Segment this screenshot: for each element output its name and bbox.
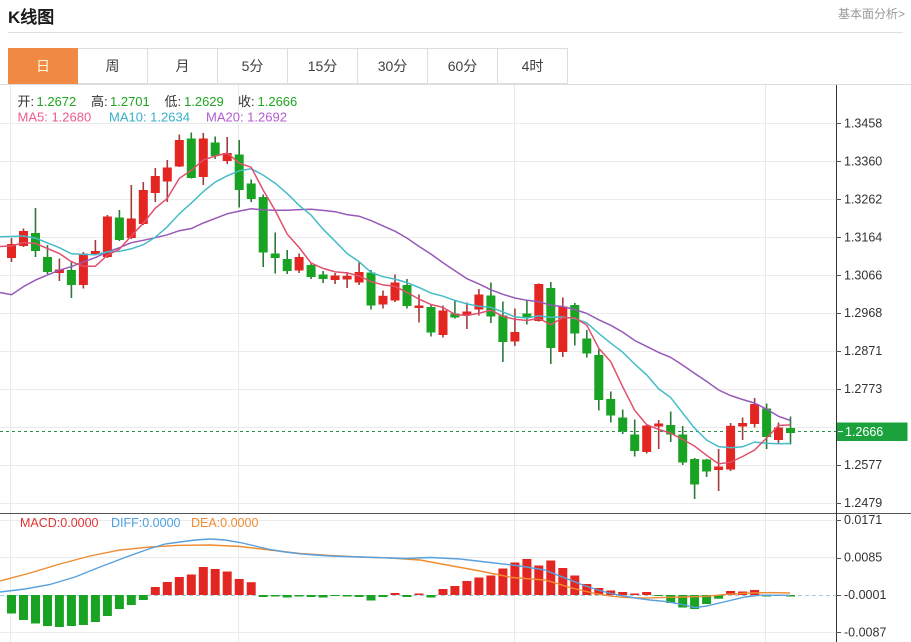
svg-text:MA5: 1.2680: MA5: 1.2680 bbox=[18, 110, 92, 125]
svg-text:DIFF:0.0000: DIFF:0.0000 bbox=[111, 516, 181, 530]
svg-text:-0.0087: -0.0087 bbox=[844, 626, 886, 640]
svg-text:1.2629: 1.2629 bbox=[184, 94, 224, 109]
svg-text:-0.0001: -0.0001 bbox=[844, 588, 886, 602]
svg-text:MA10: 1.2634: MA10: 1.2634 bbox=[109, 110, 190, 125]
svg-text:1.2666: 1.2666 bbox=[258, 94, 298, 109]
svg-text:1.2672: 1.2672 bbox=[37, 94, 77, 109]
svg-text:低:: 低: bbox=[165, 94, 182, 109]
svg-text:0.0171: 0.0171 bbox=[844, 513, 882, 527]
svg-text:1.3066: 1.3066 bbox=[844, 268, 882, 282]
svg-text:1.2968: 1.2968 bbox=[844, 306, 882, 320]
svg-text:1.3360: 1.3360 bbox=[844, 155, 882, 169]
svg-text:1.2701: 1.2701 bbox=[110, 94, 150, 109]
svg-text:高:: 高: bbox=[91, 94, 108, 109]
svg-text:1.3262: 1.3262 bbox=[844, 192, 882, 206]
svg-text:1.2871: 1.2871 bbox=[844, 344, 882, 358]
svg-text:0.0085: 0.0085 bbox=[844, 551, 882, 565]
svg-text:开:: 开: bbox=[18, 94, 35, 109]
svg-text:1.2773: 1.2773 bbox=[844, 382, 882, 396]
svg-text:1.2577: 1.2577 bbox=[844, 458, 882, 472]
svg-text:DEA:0.0000: DEA:0.0000 bbox=[191, 516, 258, 530]
svg-text:MACD:0.0000: MACD:0.0000 bbox=[20, 516, 99, 530]
svg-text:1.3164: 1.3164 bbox=[844, 230, 882, 244]
svg-text:收:: 收: bbox=[238, 94, 255, 109]
svg-text:1.2479: 1.2479 bbox=[844, 496, 882, 510]
svg-text:1.3458: 1.3458 bbox=[844, 117, 882, 131]
svg-text:1.2666: 1.2666 bbox=[845, 425, 883, 439]
svg-text:MA20: 1.2692: MA20: 1.2692 bbox=[206, 110, 287, 125]
